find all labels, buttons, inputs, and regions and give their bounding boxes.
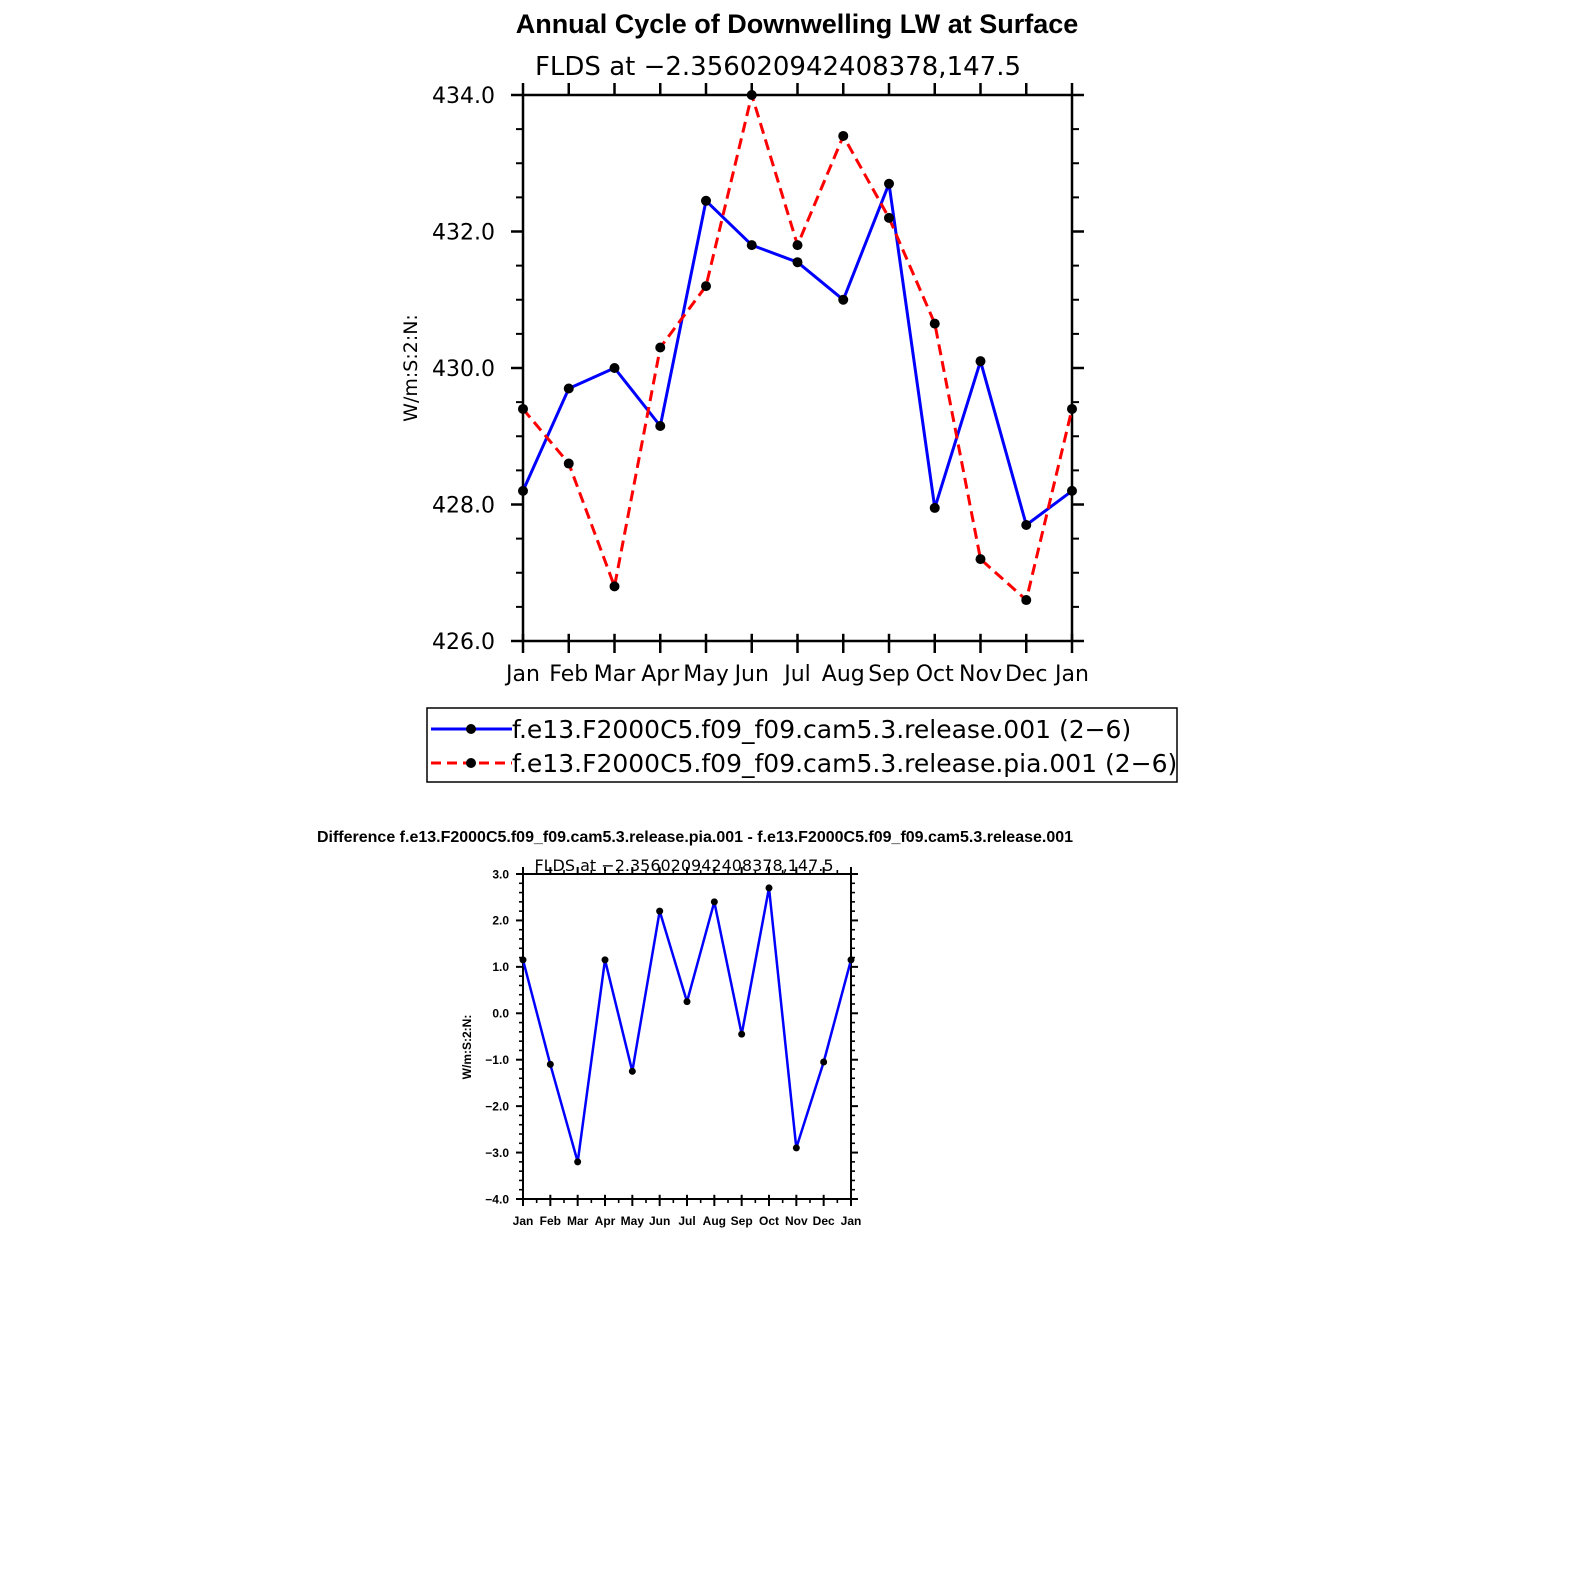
chart1-series-2-point (1021, 595, 1032, 606)
chart1-series-2-point (975, 554, 986, 565)
chart2-series-1-point (683, 998, 691, 1006)
chart2-x-tick-label: Oct (759, 1214, 779, 1228)
chart1-series-2-point (929, 318, 940, 329)
chart2-y-tick-label: 3.0 (492, 867, 509, 881)
chart2-x-tick-label: Nov (785, 1214, 808, 1228)
legend-box (426, 707, 1178, 783)
chart2-y-axis-label: W/m:S:2:N: (460, 1015, 474, 1080)
chart2-x-tick-label: Jun (649, 1214, 670, 1228)
chart1-x-tick-label: Jan (1053, 662, 1089, 687)
chart1-legend: f.e13.F2000C5.f09_f09.cam5.3.release.001… (426, 707, 1178, 783)
chart1-series-1-point (655, 421, 666, 432)
chart2-x-tick-label: Jul (678, 1214, 695, 1228)
chart2-title: Difference f.e13.F2000C5.f09_f09.cam5.3.… (317, 829, 1073, 846)
chart1-series-2-point (1067, 403, 1077, 414)
chart2-series-1-point (765, 884, 773, 892)
chart2-y-tick-label: −1.0 (485, 1053, 509, 1067)
chart2-axes: Jan Feb Mar Apr May Jun Jul Aug Sep Oct Nov Dec Jan−… (485, 867, 861, 1228)
chart1-series-1-point (609, 363, 620, 373)
chart1-x-tick-label: Feb (549, 662, 588, 687)
chart1-series-2-point (655, 342, 666, 353)
chart1-x-tick-label: Jan (504, 662, 540, 687)
chart1-series-2-point (609, 581, 620, 592)
chart2-series-1-point (710, 898, 718, 906)
legend-label-series-1: f.e13.F2000C5.f09_f09.cam5.3.release.001… (512, 715, 1131, 744)
annual-cycle-chart: Annual Cycle of Downwelling LW at Surfac… (400, 9, 1178, 783)
chart2-x-tick-label: Jan (841, 1214, 862, 1228)
chart2-series-1-point (519, 956, 527, 964)
chart1-y-tick-label: 430.0 (432, 357, 495, 382)
chart1-y-tick-label: 426.0 (432, 630, 495, 655)
chart2-x-tick-label: Feb (540, 1214, 561, 1228)
chart1-series-2-point (563, 458, 574, 469)
chart2-series-1-point (847, 956, 855, 964)
chart2-x-tick-label: Apr (595, 1214, 616, 1228)
chart2-x-tick-label: Sep (731, 1214, 753, 1228)
chart2-series-1-point (628, 1067, 636, 1075)
chart1-x-tick-label: Aug (822, 662, 865, 687)
chart2-subtitle: FLDS at −2.356020942408378,147.5 (534, 856, 833, 875)
chart2-y-tick-label: −2.0 (485, 1099, 509, 1113)
chart2-series (519, 884, 855, 1166)
chart1-series-1-point (929, 502, 940, 513)
chart1-x-tick-label: Jul (782, 662, 811, 687)
chart1-series (518, 90, 1077, 606)
chart1-x-tick-label: Dec (1005, 662, 1048, 687)
chart1-series-1-point (838, 294, 849, 305)
chart2-x-tick-label: May (621, 1214, 645, 1228)
chart2-x-tick-label: Dec (813, 1214, 835, 1228)
chart2-series-1-point (820, 1058, 828, 1066)
chart1-x-tick-label: Apr (641, 662, 680, 687)
chart1-series-1-point (1021, 519, 1032, 530)
chart1-axes: Jan Feb Mar Apr May Jun Jul Aug Sep Oct Nov Dec Jan4… (432, 83, 1089, 687)
chart1-series-2-point (701, 281, 711, 292)
chart1-y-axis-label: W/m:S:2:N: (400, 314, 422, 422)
chart1-series-1-point (701, 195, 711, 206)
chart1-series-1-point (518, 485, 528, 496)
chart1-series-1-point (563, 383, 574, 394)
legend-label-series-2: f.e13.F2000C5.f09_f09.cam5.3.release.pia… (512, 749, 1177, 778)
chart1-y-tick-label: 432.0 (432, 220, 495, 245)
legend-marker-series-2 (466, 758, 476, 768)
chart1-series-2-point (746, 90, 757, 100)
chart2-x-tick-label: Aug (703, 1214, 726, 1228)
chart2-y-tick-label: −4.0 (485, 1192, 509, 1206)
chart2-series-1-point (792, 1144, 800, 1152)
chart1-series-1-point (1067, 485, 1077, 496)
chart1-y-tick-label: 434.0 (432, 84, 495, 109)
chart1-x-tick-label: Oct (916, 662, 954, 687)
chart1-x-tick-label: Sep (868, 662, 909, 687)
chart2-series-1-point (738, 1030, 746, 1038)
legend-marker-series-1 (466, 724, 476, 734)
chart2-series-1-point (546, 1060, 554, 1068)
chart2-x-tick-label: Jan (513, 1214, 534, 1228)
chart1-subtitle: FLDS at −2.356020942408378,147.5 (535, 52, 1021, 82)
chart1-series-1-point (746, 240, 757, 251)
chart2-y-tick-label: 0.0 (492, 1007, 509, 1021)
chart1-title: Annual Cycle of Downwelling LW at Surfac… (516, 9, 1079, 39)
chart1-x-tick-label: May (683, 662, 728, 687)
chart1-series-2-point (838, 130, 849, 141)
chart1-x-tick-label: Jun (733, 662, 769, 687)
chart2-y-tick-label: 1.0 (492, 960, 509, 974)
chart1-series-2-point (518, 403, 528, 414)
chart2-y-tick-label: 2.0 (492, 914, 509, 928)
chart2-series-1-point (574, 1158, 582, 1166)
chart2-y-tick-label: −3.0 (485, 1146, 509, 1160)
chart1-series-1-point (975, 356, 986, 367)
chart1-series-2-point (884, 212, 894, 223)
chart2-x-tick-label: Mar (567, 1214, 589, 1228)
chart1-series-1-point (792, 257, 803, 268)
chart1-x-tick-label: Nov (959, 662, 1002, 687)
chart1-x-tick-label: Mar (594, 662, 636, 687)
chart2-series-1-point (656, 907, 664, 915)
chart1-series-2-point (792, 240, 803, 251)
chart2-series-1-point (601, 956, 609, 964)
chart1-series-1-point (884, 178, 894, 189)
difference-chart: Difference f.e13.F2000C5.f09_f09.cam5.3.… (317, 829, 1073, 1228)
chart1-y-tick-label: 428.0 (432, 493, 495, 518)
